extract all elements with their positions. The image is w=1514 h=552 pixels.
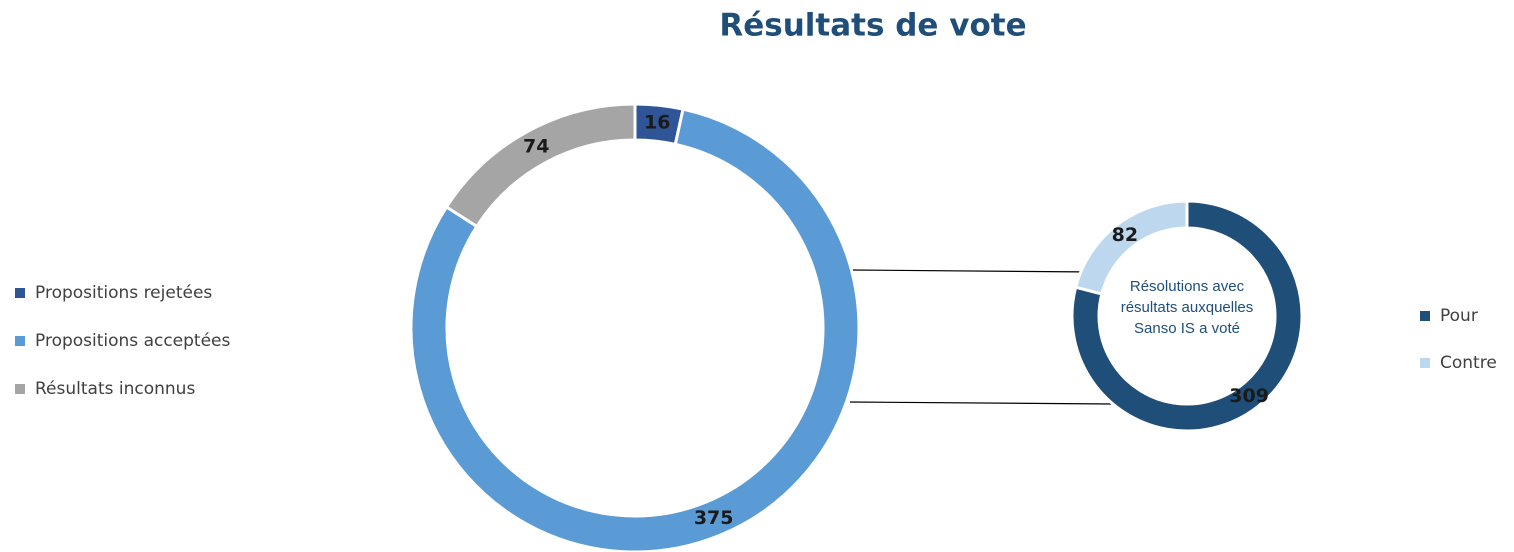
data-label: 82: [1112, 224, 1138, 246]
center-label-box: Résolutions avec résultats auxquelles Sa…: [1120, 278, 1254, 337]
legend-swatch: [1420, 358, 1430, 368]
legend-label: Pour: [1440, 306, 1478, 326]
legend-label: Propositions acceptées: [35, 331, 231, 351]
donut-segment: [1073, 199, 1189, 296]
legend-swatch: [15, 384, 25, 394]
center-label: Résolutions avec résultats auxquelles Sa…: [1120, 278, 1254, 337]
connector: [849, 401, 1113, 405]
connector: [849, 269, 1097, 273]
legend-label: Résultats inconnus: [35, 379, 195, 399]
legend-swatch: [15, 288, 25, 298]
legend-label: Contre: [1440, 353, 1497, 373]
data-label: 16: [644, 112, 670, 134]
legend-swatch: [15, 336, 25, 346]
donut-segment: [1070, 199, 1304, 433]
data-label: 309: [1229, 385, 1269, 407]
donut-segment: [409, 107, 861, 552]
legend-label: Propositions rejetées: [35, 283, 212, 303]
donut-segment: [444, 102, 637, 229]
data-label: 74: [523, 136, 549, 158]
legend-swatch: [1420, 311, 1430, 321]
chart-title: Résultats de vote: [719, 8, 1026, 44]
data-label: 375: [694, 507, 734, 529]
